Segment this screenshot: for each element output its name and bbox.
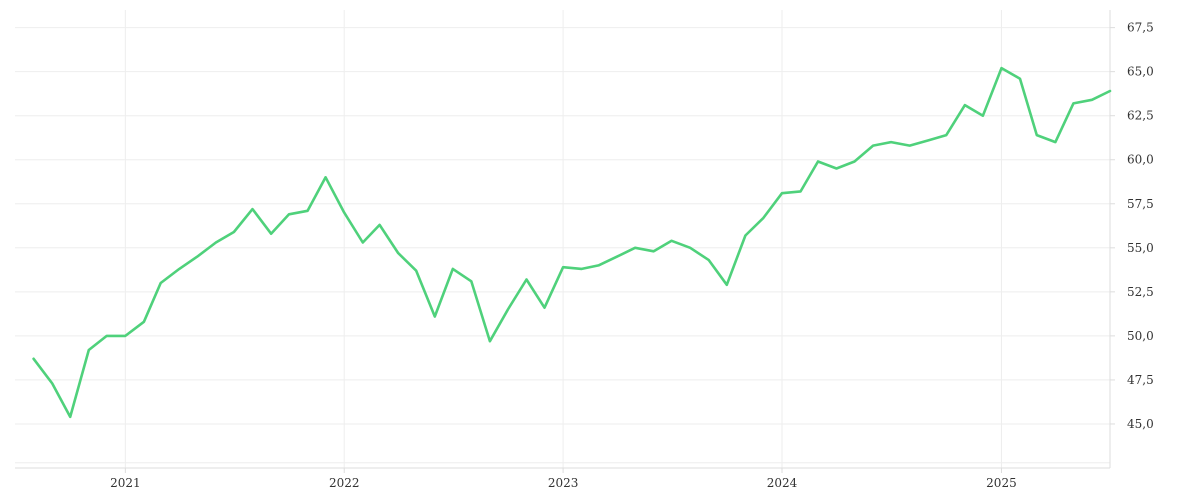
y-tick-label: 65,0: [1127, 65, 1154, 79]
y-tick-label: 67,5: [1127, 21, 1154, 35]
grid-layer: [15, 10, 1110, 468]
x-tick-label: 2023: [548, 476, 579, 490]
y-tick-label: 47,5: [1127, 373, 1154, 387]
x-tick-label: 2022: [329, 476, 360, 490]
x-tick-label: 2025: [986, 476, 1017, 490]
series-line: [32, 66, 1112, 419]
label-layer: 45,0 47,5 50,0 52,5 55,0 57,5 60,0 62,5 65,0 67,5…: [110, 21, 1154, 490]
y-tick-label: 52,5: [1127, 285, 1154, 299]
y-tick-label: 62,5: [1127, 109, 1154, 123]
series-layer: [32, 66, 1112, 419]
y-tick-label: 57,5: [1127, 197, 1154, 211]
x-tick-label: 2024: [767, 476, 798, 490]
y-tick-label: 55,0: [1127, 241, 1154, 255]
y-tick-label: 45,0: [1127, 417, 1154, 431]
x-tick-label: 2021: [110, 476, 141, 490]
y-tick-label: 60,0: [1127, 153, 1154, 167]
axis-layer: [15, 10, 1115, 473]
y-tick-label: 50,0: [1127, 329, 1154, 343]
